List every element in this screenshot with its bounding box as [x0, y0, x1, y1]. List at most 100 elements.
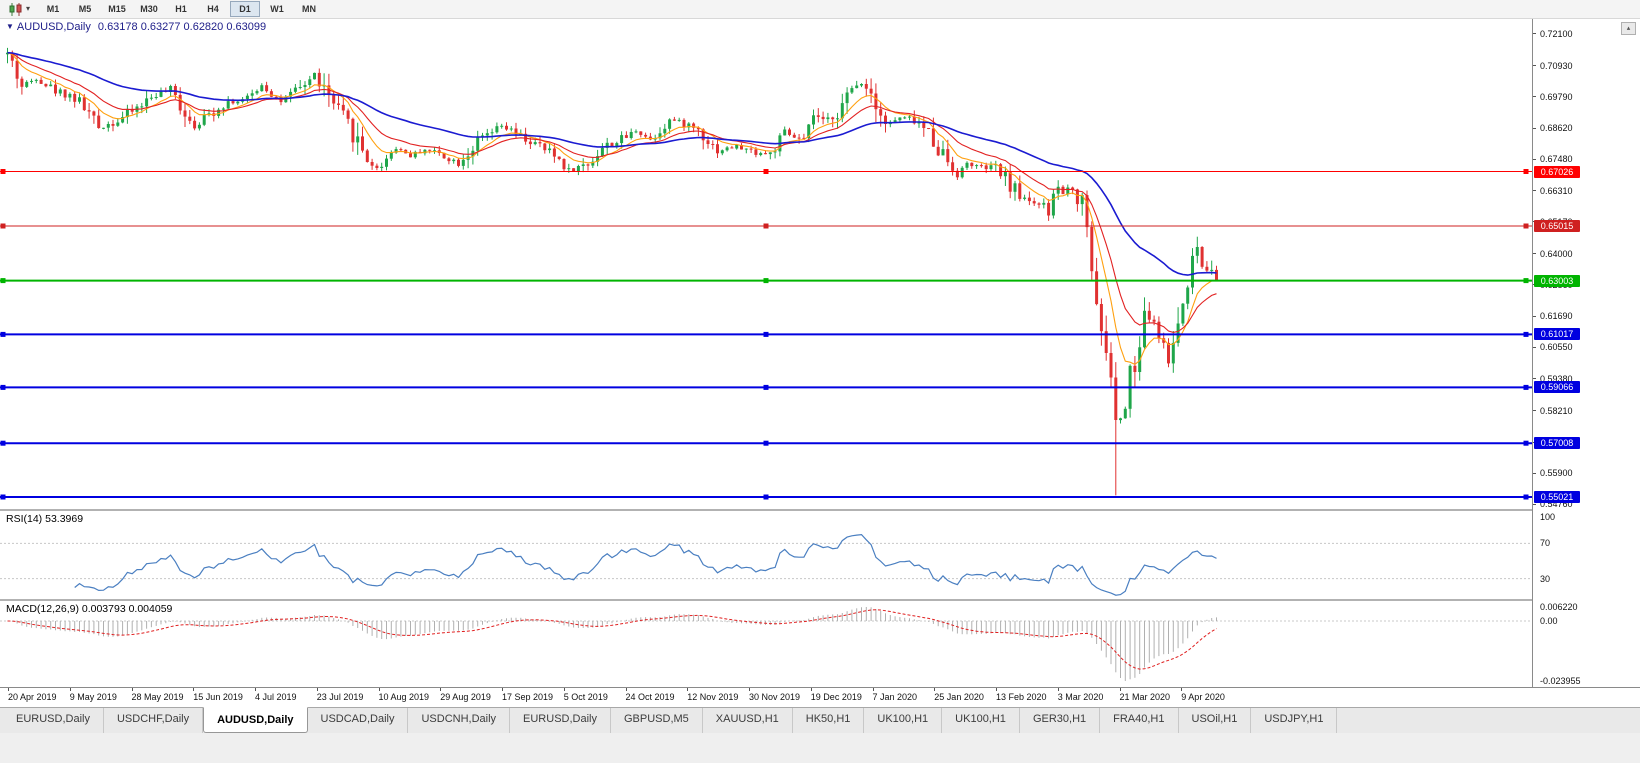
candlestick-chart-icon	[9, 2, 22, 16]
rsi-axis-label: 30	[1540, 573, 1551, 584]
tab-usdcnh-daily[interactable]: USDCNH,Daily	[408, 708, 511, 733]
rsi-value: 53.3969	[45, 513, 84, 525]
scroll-up-button[interactable]: ▴	[1621, 22, 1636, 35]
macd-title: MACD(12,26,9) 0.003793 0.004059	[6, 603, 172, 615]
date-axis-label: 28 May 2019	[131, 692, 184, 702]
tab-usdcad-daily[interactable]: USDCAD,Daily	[307, 708, 409, 733]
tab-audusd-daily[interactable]: AUDUSD,Daily	[203, 707, 308, 733]
chart-title: ▼ AUDUSD,Daily 0.63178 0.63277 0.62820 0.6…	[6, 21, 266, 33]
rsi-title: RSI(14) 53.3969	[6, 513, 83, 525]
date-axis-tick	[131, 688, 133, 691]
date-axis-tick	[255, 688, 256, 691]
tab-uk100-h1[interactable]: UK100,H1	[942, 708, 1020, 733]
tab-eurusd-daily[interactable]: EURUSD,Daily	[3, 708, 104, 733]
scroll-up-icon: ▴	[1626, 25, 1631, 32]
macd-label: MACD(12,26,9)	[6, 603, 79, 615]
tab-fra40-h1[interactable]: FRA40,H1	[1100, 708, 1179, 733]
price-axis-tick	[1533, 65, 1536, 67]
date-axis-tick	[378, 688, 380, 691]
panel-separator-macd[interactable]	[0, 599, 1640, 601]
tab-usdchf-daily[interactable]: USDCHF,Daily	[103, 708, 204, 733]
date-axis[interactable]: 20 Apr 2019 9 May 2019 28 May 2019 15 Jun 2…	[0, 687, 1640, 707]
panel-separator-rsi[interactable]	[0, 509, 1640, 511]
collapse-triangle-icon[interactable]: ▼	[6, 22, 14, 31]
timeframe-button-d1[interactable]: D1	[230, 1, 261, 17]
price-axis-label: 0.67480	[1540, 154, 1573, 165]
date-axis-label: 7 Jan 2020	[872, 692, 918, 702]
date-axis-tick	[625, 688, 627, 691]
date-axis-tick	[316, 688, 318, 691]
hline-price-tag: 0.55021	[1534, 491, 1580, 503]
date-axis-tick	[687, 688, 689, 691]
hline-price-tag: 0.61017	[1534, 328, 1580, 341]
date-axis-label: 30 Nov 2019	[749, 692, 801, 702]
price-axis-label: 0.55900	[1540, 468, 1573, 479]
timeframe-button-m30[interactable]: M30	[140, 4, 158, 14]
dropdown-caret-icon: ▾	[26, 4, 31, 13]
date-axis-label: 15 Jun 2019	[193, 692, 243, 702]
price-axis-label: 0.70930	[1540, 60, 1573, 71]
tab-usdjpy-h1[interactable]: USDJPY,H1	[1251, 708, 1338, 733]
date-axis-label: 23 Jul 2019	[316, 692, 364, 702]
date-axis-tick	[1119, 688, 1121, 691]
candlestick-canvas[interactable]	[0, 19, 1532, 509]
macd-canvas[interactable]	[0, 601, 1532, 687]
hline-price-tag: 0.57008	[1534, 437, 1580, 450]
price-axis-label: 0.69790	[1540, 91, 1573, 102]
tab-usoil-h1[interactable]: USOil,H1	[1178, 708, 1252, 733]
rsi-panel[interactable]: RSI(14) 53.3969	[0, 511, 1532, 599]
price-chart-panel[interactable]: ▼ AUDUSD,Daily 0.63178 0.63277 0.62820 0.6…	[0, 19, 1532, 509]
chart-type-button[interactable]: ▾	[5, 2, 33, 17]
timeframe-button-m1[interactable]: M1	[46, 4, 60, 14]
price-axis-tick	[1533, 127, 1536, 129]
timeframe-button-w1[interactable]: W1	[270, 4, 284, 14]
timeframe-button-h4[interactable]: H4	[207, 4, 219, 14]
date-axis-label: 29 Aug 2019	[440, 692, 491, 702]
tab-uk100-h1[interactable]: UK100,H1	[864, 708, 943, 733]
hline-price-tag: 0.59066	[1534, 381, 1580, 394]
top-toolbar: ▾ M1 M5 M15 M30 H1 H4 D1 W1 MN	[0, 0, 1640, 19]
price-axis-label: 0.66310	[1540, 185, 1573, 196]
date-axis-label: 20 Apr 2019	[8, 692, 57, 702]
date-axis-label: 17 Sep 2019	[502, 692, 554, 702]
date-axis-label: 9 Apr 2020	[1181, 692, 1225, 702]
macd-panel[interactable]: MACD(12,26,9) 0.003793 0.004059	[0, 601, 1532, 687]
chart-window: ▼ AUDUSD,Daily 0.63178 0.63277 0.62820 0.6…	[0, 19, 1640, 707]
price-axis-tick	[1533, 410, 1536, 412]
price-axis-label: 0.64000	[1540, 248, 1573, 259]
tab-gbpusd-m5[interactable]: GBPUSD,M5	[611, 708, 703, 733]
date-axis-tick	[934, 688, 936, 691]
timeframe-button-mn[interactable]: MN	[302, 4, 317, 14]
price-axis-tick	[1533, 503, 1536, 505]
rsi-canvas[interactable]	[0, 511, 1532, 599]
price-axis-label: 0.61690	[1540, 311, 1573, 322]
tab-hk50-h1[interactable]: HK50,H1	[792, 708, 865, 733]
timeframe-button-m15[interactable]: M15	[108, 4, 126, 14]
date-axis-label: 3 Mar 2020	[1057, 692, 1104, 702]
date-axis-label: 9 May 2019	[69, 692, 117, 702]
timeframe-button-m5[interactable]: M5	[78, 4, 92, 14]
price-axis-tick	[1533, 253, 1536, 255]
bottom-filler	[0, 733, 1640, 763]
date-axis-tick	[996, 688, 997, 691]
price-axis-label: 0.60550	[1540, 342, 1573, 353]
chart-tabs: EURUSD,Daily USDCHF,Daily AUDUSD,Daily USDC…	[0, 707, 1640, 733]
date-axis-tick	[502, 688, 503, 691]
date-axis-tick	[563, 688, 565, 691]
hline-price-tag: 0.67026	[1534, 165, 1580, 178]
tab-xauusd-h1[interactable]: XAUUSD,H1	[702, 708, 793, 733]
price-axis-tick	[1533, 346, 1536, 348]
price-axis-label: 0.54760	[1540, 499, 1573, 510]
price-axis-label: 0.68620	[1540, 123, 1573, 134]
price-axis-tick	[1533, 158, 1536, 160]
rsi-axis-label: 100	[1540, 512, 1556, 522]
price-axis-tick	[1533, 33, 1536, 35]
macd-axis-label: 0.006220	[1540, 602, 1578, 612]
tab-ger30-h1[interactable]: GER30,H1	[1019, 708, 1101, 733]
date-axis-label: 24 Oct 2019	[625, 692, 675, 702]
price-axis[interactable]: ▴ 0.72100 0.70930 0.69790 0.68620 0.67480 0.6…	[1532, 19, 1640, 687]
date-axis-label: 5 Oct 2019	[563, 692, 608, 702]
timeframe-button-h1[interactable]: H1	[175, 4, 187, 14]
tab-eurusd-daily[interactable]: EURUSD,Daily	[510, 708, 611, 733]
